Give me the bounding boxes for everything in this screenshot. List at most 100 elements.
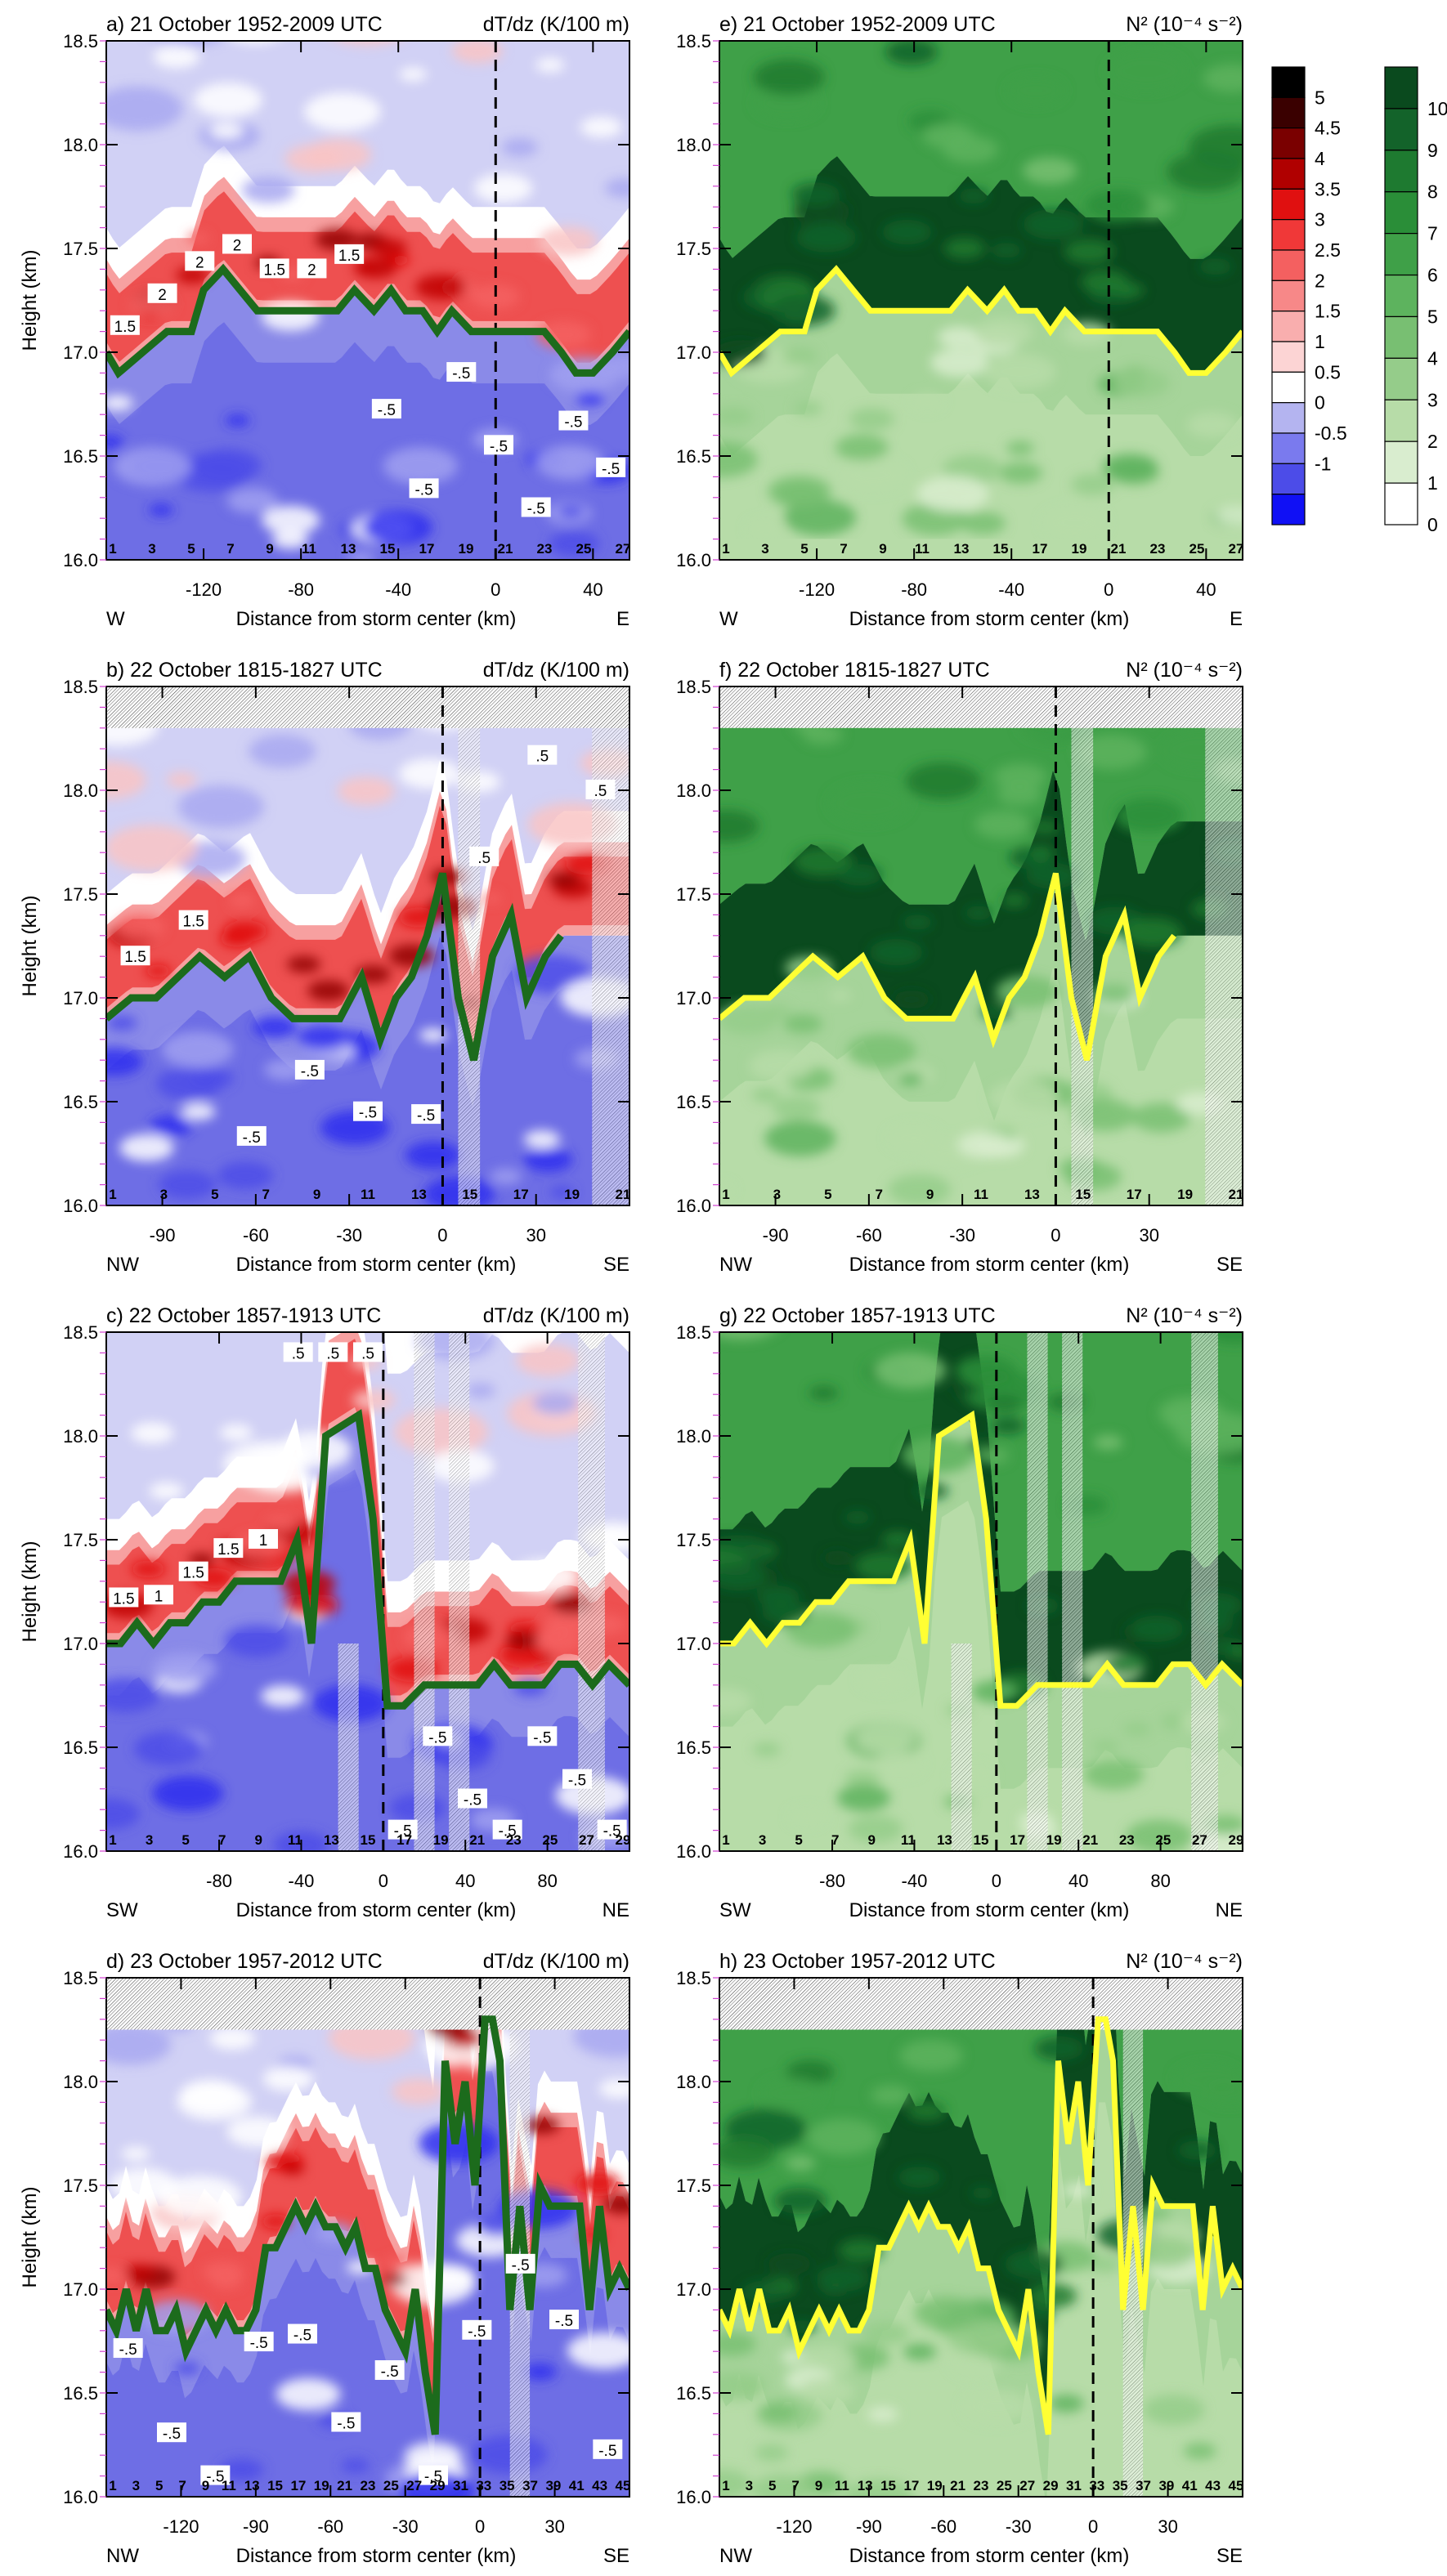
- x-right-direction: E: [616, 608, 629, 630]
- colorbar-swatch: [1271, 494, 1306, 525]
- x-tick-label: -90: [763, 1225, 789, 1246]
- contour-label: -.5: [464, 1792, 482, 1809]
- colorbar-label: 1: [1315, 331, 1325, 352]
- profile-number: 1: [722, 1187, 729, 1202]
- profile-number: 17: [290, 2478, 306, 2493]
- contour-label-box: [157, 2422, 186, 2443]
- profile-number: 27: [1229, 541, 1244, 557]
- contour-label-box: [110, 315, 140, 335]
- field-texture-h: [719, 1978, 1243, 2497]
- contour-label: 1.5: [182, 914, 204, 931]
- x-tick-label: 30: [544, 2516, 564, 2537]
- x-axis-label: Distance from storm center (km): [849, 608, 1130, 630]
- y-tick-label: 16.5: [676, 1737, 711, 1758]
- profile-number: 25: [576, 541, 592, 557]
- contour-label-box: [147, 283, 177, 303]
- profile-number: 37: [522, 2478, 538, 2493]
- contour-label-box: [283, 1342, 313, 1362]
- plot-frame: [105, 1331, 630, 1852]
- contour-label: 1.5: [264, 262, 285, 279]
- plot-frame: [719, 40, 1243, 561]
- panel-title: d) 23 October 1957-2012 UTC: [106, 1950, 383, 1973]
- y-tick-label: 18.5: [676, 1968, 711, 1988]
- colorbar-label: 1.5: [1315, 301, 1341, 322]
- hatched-region: [1027, 1332, 1048, 1851]
- profile-number: 7: [218, 1832, 226, 1848]
- profile-number: 31: [453, 2478, 468, 2493]
- x-tick-label: 0: [475, 2516, 485, 2537]
- colorbar-swatch: [1271, 402, 1306, 434]
- colorbar-swatch: [1271, 96, 1306, 129]
- hatched-region: [1071, 686, 1094, 1205]
- contour-label: -.5: [452, 365, 470, 382]
- x-tick-label: -90: [856, 2516, 882, 2537]
- colorbar-label: 0: [1315, 392, 1325, 414]
- contour-label-box: [446, 362, 477, 382]
- x-left-direction: SW: [106, 1899, 138, 1921]
- profile-number: 5: [211, 1187, 218, 1202]
- profile-number: 5: [800, 541, 808, 557]
- contour-label: -.5: [293, 2328, 311, 2345]
- field-g: [719, 1332, 1243, 1851]
- profile-number: 39: [545, 2478, 561, 2493]
- contour-label-box: [388, 1819, 418, 1840]
- profile-number: 19: [927, 2478, 943, 2493]
- contour-label: -.5: [512, 2257, 530, 2274]
- x-tick-label: 0: [437, 1225, 447, 1246]
- plot-frame: [719, 686, 1243, 1206]
- colorbar-label: 0: [1427, 514, 1438, 535]
- tropopause-line: [719, 1410, 1243, 1709]
- contour-label-box: [200, 2465, 231, 2485]
- profile-number: 15: [974, 1832, 989, 1848]
- hatched-region: [592, 686, 629, 1205]
- profile-number: 17: [396, 1832, 412, 1848]
- x-right-direction: SE: [1216, 2545, 1243, 2567]
- contour-label-box: [318, 1342, 348, 1362]
- profile-number: 1: [722, 541, 729, 557]
- x-tick-label: -30: [336, 1225, 362, 1246]
- profile-number: 39: [1158, 2478, 1174, 2493]
- profile-number: 21: [469, 1832, 485, 1848]
- contour-labels: 1.5 2 2 2 1.5 2 1.5 -.5 -.5 -.5 -.5 -.5 -.5 -.5: [110, 234, 626, 518]
- profile-number: 19: [433, 1832, 449, 1848]
- colorbar-swatch: [1384, 233, 1418, 276]
- field-a: [106, 41, 629, 560]
- profile-number: 19: [314, 2478, 329, 2493]
- contour-label-box: [593, 2439, 623, 2459]
- profile-number: 19: [564, 1187, 580, 1202]
- colorbar-label: 9: [1427, 140, 1438, 161]
- profile-number: 7: [840, 541, 847, 557]
- x-left-direction: SW: [719, 1899, 751, 1921]
- contour-label-box: [222, 234, 252, 254]
- profile-number: 3: [761, 541, 768, 557]
- x-tick-label: 30: [526, 1225, 545, 1246]
- contour-label: -.5: [381, 2364, 399, 2381]
- profile-number: 9: [868, 1832, 876, 1848]
- plot-frame: [719, 1977, 1243, 2498]
- panel-title: g) 22 October 1857-1913 UTC: [719, 1304, 996, 1327]
- contour-label: -.5: [568, 1773, 586, 1790]
- field-d: [106, 1978, 629, 2497]
- contour-label: -.5: [564, 414, 582, 432]
- profile-number: 29: [1043, 2478, 1059, 2493]
- y-tick-label: 17.5: [676, 884, 711, 905]
- y-tick-label: 18.5: [63, 1322, 98, 1343]
- y-tick-label: 17.5: [63, 2176, 98, 2196]
- x-right-direction: SE: [603, 2545, 629, 2567]
- x-tick-label: -40: [998, 579, 1024, 600]
- hatched-region: [578, 1332, 605, 1851]
- y-tick-label: 17.5: [676, 239, 711, 259]
- profile-number: 29: [1229, 1832, 1244, 1848]
- y-tick-label: 17.0: [676, 1634, 711, 1654]
- field-texture-a: [106, 41, 629, 560]
- colorbar-swatch: [1271, 127, 1306, 159]
- contour-label: 2: [233, 237, 242, 254]
- y-tick-label: 17.0: [63, 342, 98, 363]
- x-tick-label: 40: [583, 579, 603, 600]
- panel-title: e) 21 October 1952-2009 UTC: [719, 13, 996, 36]
- profile-number: 1: [109, 541, 116, 557]
- profile-number: 29: [430, 2478, 446, 2493]
- profile-number: 7: [226, 541, 234, 557]
- contour-label-box: [492, 1819, 522, 1840]
